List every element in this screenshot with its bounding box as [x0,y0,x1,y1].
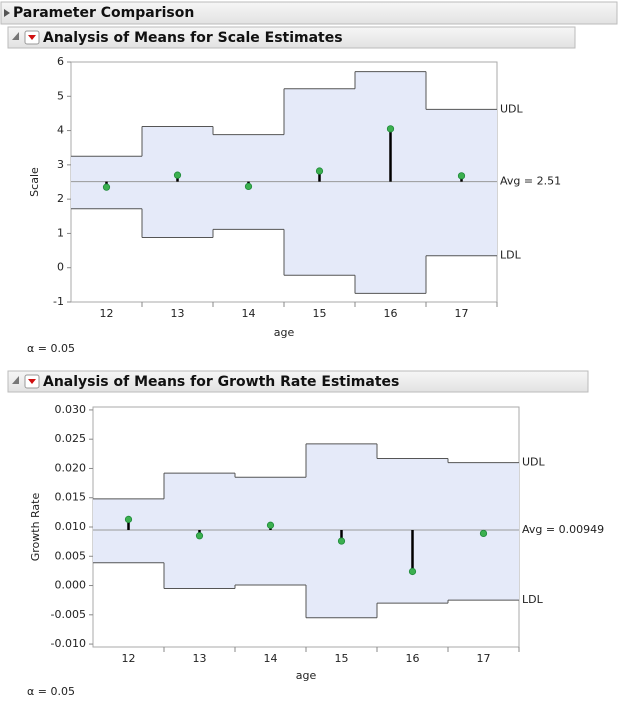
x-tick-label: 14 [242,307,256,320]
alpha-note: α = 0.05 [27,342,75,355]
header-bar [0,1,618,25]
report-title: Parameter Comparison [13,5,194,21]
x-tick-label: 15 [313,307,327,320]
limit-band [235,477,306,585]
y-tick-label: 0.025 [55,432,87,445]
alpha-note: α = 0.05 [27,685,75,698]
y-tick-label: 0.005 [55,549,87,562]
section-bar [7,370,589,393]
x-tick-label: 12 [100,307,114,320]
collapse-icon[interactable] [12,376,19,384]
point [102,183,111,191]
y-tick-label: -1 [53,295,64,308]
section-title: Analysis of Means for Scale Estimates [43,30,343,46]
point [315,167,324,175]
x-tick-label: 16 [384,307,398,320]
x-axis-label: age [296,669,317,682]
y-tick-label: 2 [57,192,64,205]
menu-arrow [28,35,36,40]
udl-label: UDL [500,102,524,115]
avg-label: Avg = 0.00949 [522,523,604,536]
x-tick-label: 16 [406,652,420,665]
x-tick-label: 17 [455,307,469,320]
y-tick-label: 0.030 [55,403,87,416]
limit-band [355,71,426,294]
y-axis-label: Scale [28,167,41,197]
ldl-label: LDL [500,249,522,262]
collapse-icon[interactable] [4,9,10,17]
y-tick-label: 0 [57,261,64,274]
y-axis-label: Growth Rate [29,493,42,562]
x-tick-label: 12 [122,652,136,665]
x-tick-label: 13 [193,652,207,665]
section-bar [7,26,576,49]
y-tick-label: 0.000 [55,579,87,592]
y-tick-label: -0.005 [51,608,86,621]
point [457,172,466,180]
limit-band [93,498,164,563]
point [479,529,488,538]
y-tick-label: 0.010 [55,520,87,533]
section-title: Analysis of Means for Growth Rate Estima… [43,374,399,390]
point [124,515,133,523]
y-tick-label: 1 [57,226,64,239]
point [337,537,346,545]
point [386,125,395,133]
avg-label: Avg = 2.51 [500,175,561,188]
y-tick-label: 6 [57,55,64,68]
udl-label: UDL [522,456,546,469]
x-axis-label: age [274,326,295,339]
y-tick-label: -0.010 [51,637,86,650]
x-tick-label: 13 [171,307,185,320]
limit-band [426,109,497,256]
point [266,521,275,529]
y-tick-label: 0.020 [55,461,87,474]
x-tick-label: 17 [477,652,491,665]
point [173,171,182,179]
y-tick-label: 4 [57,124,64,137]
ldl-label: LDL [522,593,544,606]
x-tick-label: 15 [335,652,349,665]
y-tick-label: 5 [57,89,64,102]
point [244,182,253,191]
x-tick-label: 14 [264,652,278,665]
y-tick-label: 0.015 [55,491,87,504]
menu-arrow [28,379,36,384]
collapse-icon[interactable] [12,32,19,40]
y-tick-label: 3 [57,158,64,171]
point [195,532,204,540]
point [408,567,417,576]
